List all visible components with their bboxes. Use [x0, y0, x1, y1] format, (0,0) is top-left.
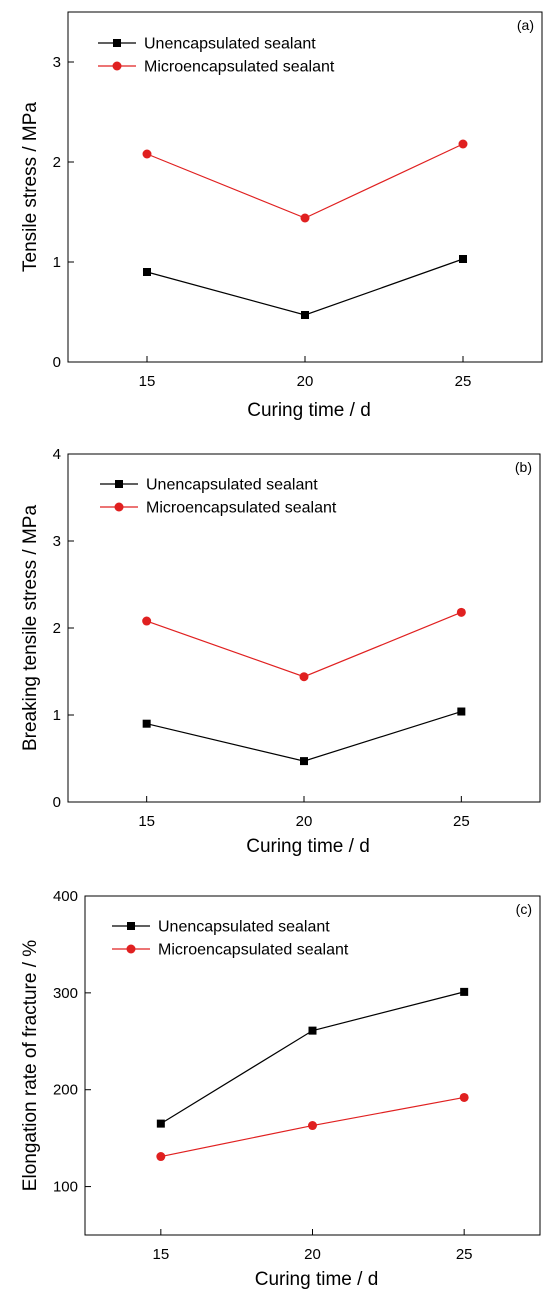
y-tick-label: 4 — [53, 446, 61, 463]
legend-label: Microencapsulated sealant — [144, 59, 335, 76]
series-line-2 — [146, 611, 462, 678]
data-point — [300, 757, 308, 766]
chart-panel-3: 100 200 300 400 15 20 25 Curing time / d Elongat… — [20, 888, 541, 1290]
x-axis-title: Curing time / d — [246, 836, 370, 857]
legend-marker — [113, 39, 121, 47]
data-point — [456, 607, 466, 617]
data-point — [301, 311, 309, 319]
y-tick-label: 100 — [53, 1179, 78, 1196]
legend-label: Microencapsulated sealant — [146, 500, 337, 517]
y-tick-label: 2 — [53, 154, 61, 171]
series-line-1 — [160, 991, 465, 1125]
x-tick-label: 25 — [455, 373, 472, 390]
data-point — [308, 1026, 317, 1035]
legend-marker — [127, 922, 135, 930]
data-point — [142, 616, 152, 626]
x-tick-label: 15 — [139, 373, 156, 390]
panel-label: (a) — [517, 17, 534, 33]
x-tick-label: 20 — [297, 373, 314, 390]
y-axis-title: Elongation rate of fracture / % — [20, 940, 41, 1191]
x-tick-label: 25 — [453, 813, 470, 830]
legend-label: Microencapsulated sealant — [158, 942, 349, 959]
legend-marker — [114, 502, 124, 512]
legend-marker — [112, 61, 122, 71]
series-line-1 — [146, 258, 464, 316]
y-tick-label: 0 — [53, 354, 61, 371]
chart-panel-1: 0 1 2 3 15 20 25 Curing time / d Tensile stress … — [20, 11, 543, 421]
panel-label: (c) — [516, 901, 532, 917]
legend-marker — [126, 944, 136, 954]
data-point — [300, 213, 310, 223]
chart-panel-2: 0 1 2 3 4 15 20 25 Curing time / d Breaking tensi… — [20, 446, 541, 857]
y-tick-label: 400 — [53, 888, 78, 905]
data-point — [142, 719, 151, 728]
y-tick-label: 3 — [53, 54, 61, 71]
y-tick-label: 200 — [53, 1082, 78, 1099]
data-point — [143, 268, 151, 276]
x-axis-title: Curing time / d — [247, 400, 371, 421]
x-tick-label: 15 — [152, 1246, 169, 1263]
data-point — [458, 139, 468, 149]
data-point — [299, 672, 309, 682]
y-tick-label: 1 — [53, 707, 61, 724]
y-tick-label: 0 — [53, 794, 61, 811]
x-tick-label: 20 — [296, 813, 313, 830]
y-axis-title: Breaking tensile stress / MPa — [20, 505, 41, 751]
data-point — [459, 255, 467, 263]
y-tick-label: 300 — [53, 985, 78, 1002]
x-axis-title: Curing time / d — [255, 1269, 379, 1290]
x-tick-label: 20 — [304, 1246, 321, 1263]
y-tick-label: 1 — [53, 254, 61, 271]
data-point — [460, 987, 469, 996]
legend-label: Unencapsulated sealant — [146, 477, 318, 494]
x-tick-label: 25 — [456, 1246, 473, 1263]
y-tick-label: 2 — [53, 620, 61, 637]
data-point — [308, 1121, 317, 1131]
data-point — [156, 1119, 165, 1128]
x-tick-label: 15 — [138, 813, 155, 830]
data-point — [457, 707, 466, 716]
series-line-1 — [146, 710, 462, 762]
data-point — [459, 1092, 469, 1102]
y-tick-label: 3 — [53, 533, 61, 550]
y-axis-title: Tensile stress / MPa — [20, 102, 41, 272]
legend-label: Unencapsulated sealant — [144, 36, 316, 53]
data-point — [142, 149, 152, 159]
panel-label: (b) — [515, 459, 532, 475]
series-line-2 — [146, 143, 464, 219]
legend-marker — [115, 480, 123, 488]
data-point — [156, 1152, 166, 1162]
legend-label: Unencapsulated sealant — [158, 919, 330, 936]
